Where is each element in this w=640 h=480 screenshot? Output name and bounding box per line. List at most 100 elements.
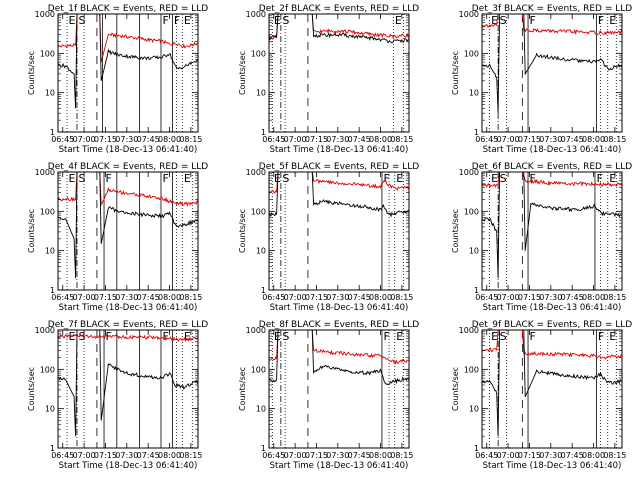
x-tick-label: 07:30 [115,135,138,144]
y-tick-label: 100 [40,365,55,374]
x-tick-label: 08:15 [603,135,626,144]
x-tick-label: 07:45 [137,135,160,144]
x-tick-label: 07:00 [497,451,520,460]
series-events-line [482,172,622,279]
x-tick-label: 08:15 [390,135,413,144]
x-tick-label: 07:45 [561,293,584,302]
x-tick-label: 07:15 [518,451,541,460]
y-tick-label: 10 [469,405,479,414]
y-tick-label: 1000 [35,168,55,177]
x-tick-label: 07:30 [115,293,138,302]
region-label: E [184,14,191,27]
x-tick-label: 08:00 [369,451,392,460]
y-tick-label: 1000 [35,10,55,19]
y-tick-label: 1 [261,444,266,453]
x-tick-label: 06:45 [51,135,74,144]
y-tick-label: 1 [50,286,55,295]
x-tick-label: 06:45 [475,293,498,302]
x-axis-label: Start Time (18-Dec-13 06:41:40) [270,303,409,313]
x-axis-label: Start Time (18-Dec-13 06:41:40) [270,461,409,471]
x-tick-label: 07:15 [94,451,117,460]
region-label: F [162,330,168,343]
y-tick-label: 1 [261,286,266,295]
x-tick-label: 08:15 [179,451,202,460]
series-lld-line [269,172,409,194]
region-label: S [78,14,85,27]
series-events-line [58,330,198,437]
x-tick-label: 07:45 [348,135,371,144]
plot-frame [481,13,623,133]
x-tick-label: 08:00 [369,135,392,144]
y-tick-label: 1 [261,128,266,137]
y-tick-label: 1000 [459,10,479,19]
y-tick-label: 100 [251,207,266,216]
x-tick-label: 06:45 [51,293,74,302]
panel-title: Det_2f BLACK = Events, RED = LLD [259,4,419,14]
y-tick-label: 100 [464,365,479,374]
x-tick-label: 07:15 [305,135,328,144]
region-label: E [396,330,403,343]
x-tick-label: 07:30 [539,451,562,460]
series-events-line [269,330,409,386]
panel-title: Det_6f BLACK = Events, RED = LLD [472,162,632,172]
series-lld-line [482,330,622,360]
y-tick-label: 100 [464,49,479,58]
x-axis-label: Start Time (18-Dec-13 06:41:40) [59,145,198,155]
region-label: S [500,14,507,27]
x-tick-label: 08:15 [390,293,413,302]
x-axis-label: Start Time (18-Dec-13 06:41:40) [59,461,198,471]
x-tick-label: 06:45 [475,135,498,144]
x-tick-label: 08:15 [390,451,413,460]
y-axis-label: Counts/sec [451,51,460,95]
y-tick-label: 10 [256,89,266,98]
region-label: F [596,172,602,185]
y-tick-label: 1000 [35,326,55,335]
y-axis-label: Counts/sec [451,367,460,411]
plot-frame [57,13,199,133]
x-tick-label: 07:30 [539,293,562,302]
x-tick-label: 07:15 [518,293,541,302]
region-label: E [609,14,616,27]
x-tick-label: 07:45 [348,451,371,460]
y-tick-label: 100 [40,49,55,58]
x-tick-label: 07:45 [561,135,584,144]
y-axis-label: Counts/sec [27,367,36,411]
x-tick-label: 07:15 [94,135,117,144]
x-tick-label: 07:45 [561,451,584,460]
plot-frame [481,329,623,449]
x-tick-label: 08:00 [582,451,605,460]
region-label: E [491,330,498,343]
panel-title: Det_3f BLACK = Events, RED = LLD [472,4,632,14]
y-tick-label: 10 [469,89,479,98]
plot-frame [57,171,199,291]
panel-det-3: Det_3f BLACK = Events, RED = LLDESFFE110… [451,4,632,155]
y-axis-label: Counts/sec [27,51,36,95]
plot-frame [481,171,623,291]
region-label: F [530,330,536,343]
region-label: F [530,172,536,185]
series-lld-line [269,330,409,366]
y-tick-label: 1 [474,286,479,295]
series-events-line [269,14,409,44]
x-tick-label: 06:45 [262,293,285,302]
region-label: E [69,14,76,27]
region-label: F [530,14,536,27]
region-label: E [491,14,498,27]
region-label: S [500,172,507,185]
x-tick-label: 07:00 [73,135,96,144]
x-tick-label: 06:45 [262,135,285,144]
x-tick-label: 07:15 [94,293,117,302]
series-events-line [482,330,622,437]
x-tick-label: 07:00 [497,293,520,302]
x-axis-label: Start Time (18-Dec-13 06:41:40) [483,145,622,155]
region-label: E [396,172,403,185]
x-tick-label: 07:00 [284,293,307,302]
y-tick-label: 10 [45,405,55,414]
y-tick-label: 1 [50,128,55,137]
x-tick-label: 07:30 [326,293,349,302]
panel-title: Det_1f BLACK = Events, RED = LLD [48,4,208,14]
y-tick-label: 1000 [459,326,479,335]
